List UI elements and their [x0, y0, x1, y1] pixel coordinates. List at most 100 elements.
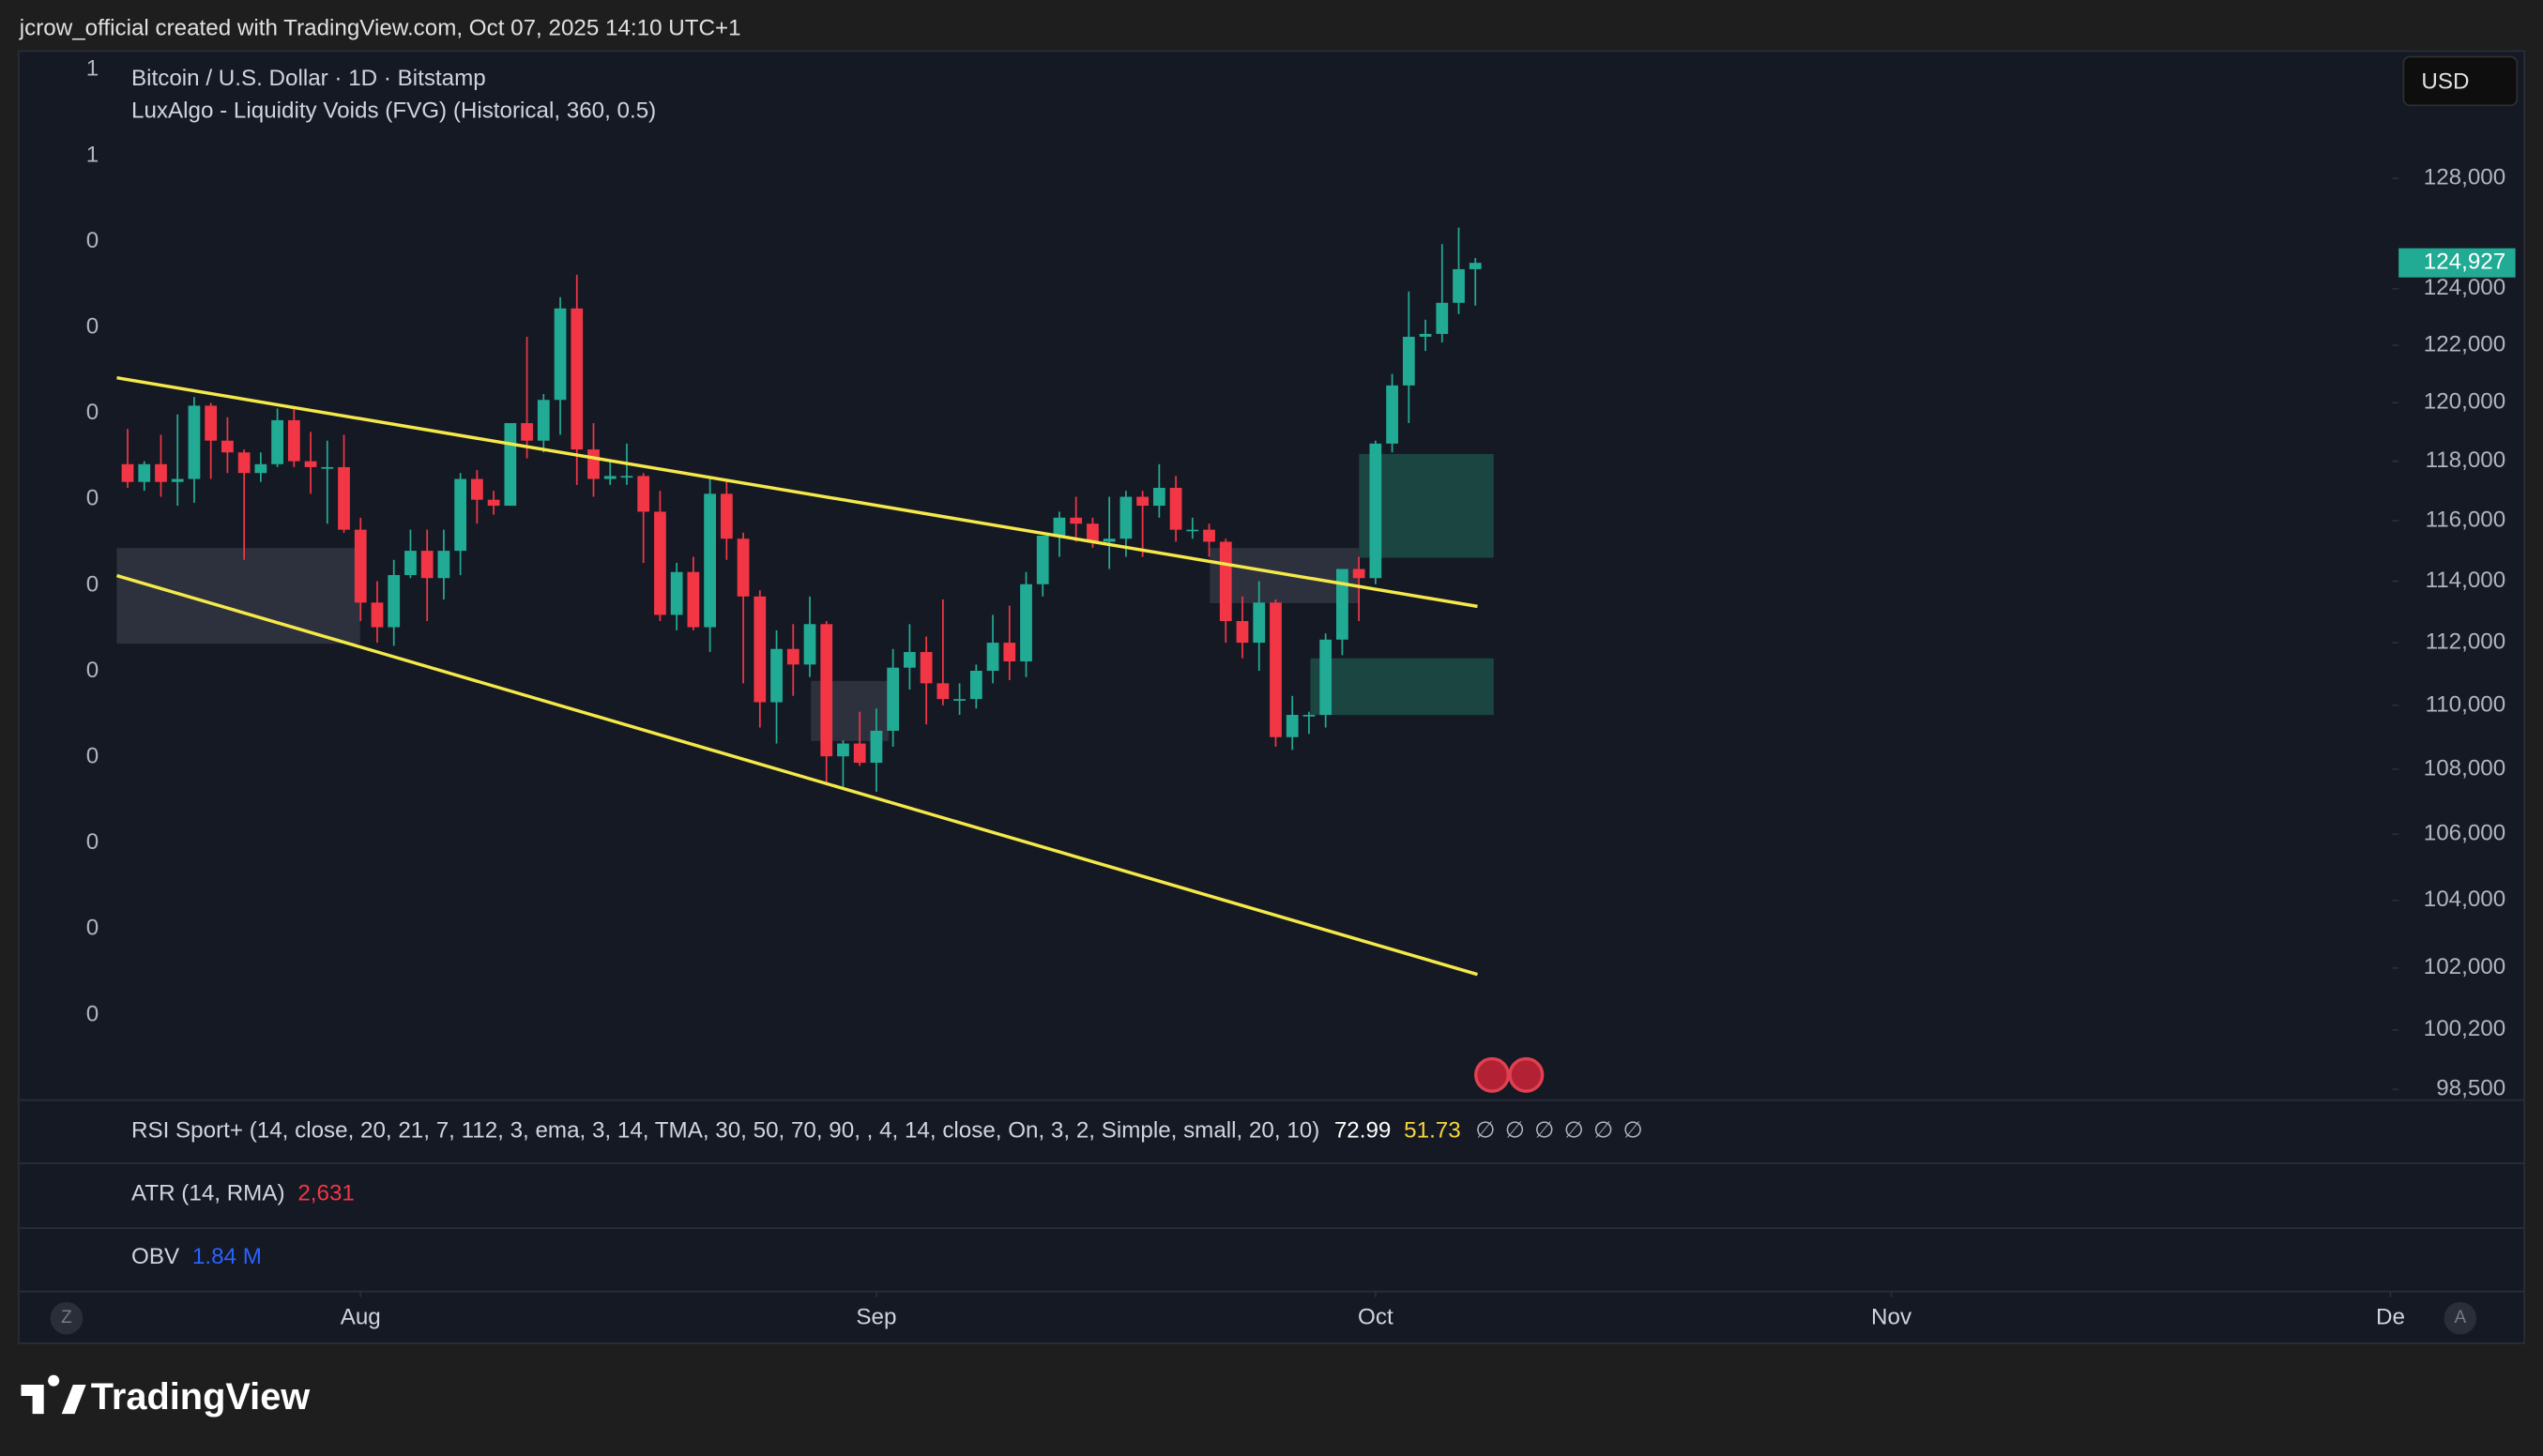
candle-body — [338, 466, 350, 530]
rsi-symbol: ∅ — [1534, 1118, 1554, 1144]
rsi-symbols: ∅ ∅ ∅ ∅ ∅ ∅ — [1475, 1118, 1642, 1144]
left-scale-label: 0 — [86, 658, 99, 683]
x-tick-label: Sep — [856, 1304, 896, 1329]
event-flag[interactable] — [1474, 1056, 1511, 1093]
x-tick-label: De — [2376, 1304, 2405, 1329]
candle-body — [1219, 541, 1232, 621]
candle-body — [1336, 569, 1348, 640]
candle-body — [870, 730, 883, 764]
left-scale-label: 0 — [86, 571, 99, 597]
left-scale-label: 0 — [86, 829, 99, 855]
rsi-name: RSI Sport+ (14, close, 20, 21, 7, 112, 3… — [131, 1118, 1319, 1144]
currency-button[interactable] — [2402, 55, 2519, 107]
candle-body — [853, 743, 866, 764]
candle-body — [1070, 517, 1083, 524]
y-tick-label: 102,000 — [2424, 954, 2505, 979]
time-button-label[interactable]: A — [2454, 1308, 2466, 1327]
candle-body — [321, 466, 334, 469]
candle-body — [654, 511, 666, 615]
rsi-symbol: ∅ — [1475, 1118, 1495, 1144]
candle-body — [1319, 639, 1332, 716]
left-scale-label: 0 — [86, 400, 99, 425]
candle-body — [820, 624, 833, 757]
candle-body — [205, 405, 218, 441]
candle-body — [271, 419, 283, 464]
event-flag[interactable] — [1508, 1056, 1545, 1093]
trend-line — [115, 573, 1478, 977]
candle-body — [454, 478, 467, 552]
y-tick-label: 108,000 — [2424, 755, 2505, 781]
candle-body — [704, 493, 716, 628]
y-tick-label: 112,000 — [2426, 629, 2506, 654]
candle-body — [521, 423, 533, 441]
candle-body — [1003, 643, 1016, 662]
candle-body — [1087, 523, 1099, 542]
candle-body — [1236, 620, 1249, 644]
symbol-legend: Bitcoin / U.S. Dollar · 1D · Bitstamp — [131, 66, 486, 91]
rsi-value: 51.73 — [1404, 1118, 1461, 1144]
candle-body — [554, 308, 567, 401]
left-scale-label: 0 — [86, 916, 99, 941]
rsi-symbol: ∅ — [1564, 1118, 1584, 1144]
y-tick-label: 104,000 — [2424, 887, 2505, 912]
currency-label[interactable]: USD — [2421, 69, 2469, 95]
candle-body — [354, 529, 367, 603]
y-tick-label: 116,000 — [2426, 507, 2506, 532]
candle-body — [1103, 538, 1116, 542]
indicator-legend: LuxAlgo - Liquidity Voids (FVG) (Histori… — [131, 99, 656, 124]
candle-body — [969, 671, 982, 700]
y-tick-label: 114,000 — [2426, 568, 2506, 593]
candle-body — [171, 478, 184, 482]
candle-body — [603, 476, 617, 479]
candle-body — [1020, 584, 1032, 662]
footer-logo: TradingView — [21, 1374, 310, 1418]
candle-body — [737, 538, 750, 597]
left-scale-label: 0 — [86, 743, 99, 768]
time-button[interactable] — [50, 1301, 84, 1335]
x-tick-label: Oct — [1358, 1304, 1393, 1329]
left-scale-label: 0 — [86, 314, 99, 340]
obv-name: OBV — [131, 1245, 180, 1270]
candle-body — [1419, 333, 1432, 337]
y-tick-label: 120,000 — [2424, 389, 2505, 415]
candle-body — [887, 667, 900, 731]
candle-body — [1469, 263, 1482, 269]
candle-body — [986, 643, 999, 672]
candle-body — [953, 699, 966, 701]
candle-body — [786, 648, 799, 665]
candle-body — [620, 476, 633, 478]
void-box — [116, 548, 360, 645]
x-tick-label: Nov — [1871, 1304, 1912, 1329]
candle-body — [504, 423, 517, 507]
obv-label: OBV 1.84 M — [131, 1245, 262, 1270]
logo-icon — [21, 1374, 86, 1415]
candle-body — [687, 571, 700, 628]
time-button[interactable] — [2444, 1301, 2477, 1335]
rsi-value: 72.99 — [1334, 1118, 1392, 1144]
candle-body — [1453, 268, 1465, 303]
candles — [121, 227, 1482, 793]
trend-lines — [115, 375, 1478, 977]
candle-body — [1152, 488, 1165, 507]
candle-body — [770, 648, 783, 703]
left-scale-label: 1 — [86, 142, 99, 167]
candle-body — [1386, 385, 1398, 444]
candle-body — [720, 493, 733, 539]
candle-body — [420, 551, 434, 579]
candle-body — [936, 683, 950, 700]
trend-line — [116, 375, 1478, 609]
logo-text: TradingView — [91, 1376, 310, 1418]
event-flags — [1474, 1056, 1545, 1093]
atr-value: 2,631 — [297, 1181, 355, 1206]
candle-body — [138, 463, 151, 482]
time-button-label[interactable]: Z — [61, 1308, 72, 1327]
candle-body — [537, 400, 550, 441]
left-scale-label: 0 — [86, 228, 99, 253]
drawings — [116, 453, 1494, 741]
candle-body — [1036, 536, 1049, 584]
candle-body — [1169, 488, 1182, 530]
candle-body — [1436, 302, 1449, 334]
left-scale-label: 1 — [86, 56, 99, 82]
